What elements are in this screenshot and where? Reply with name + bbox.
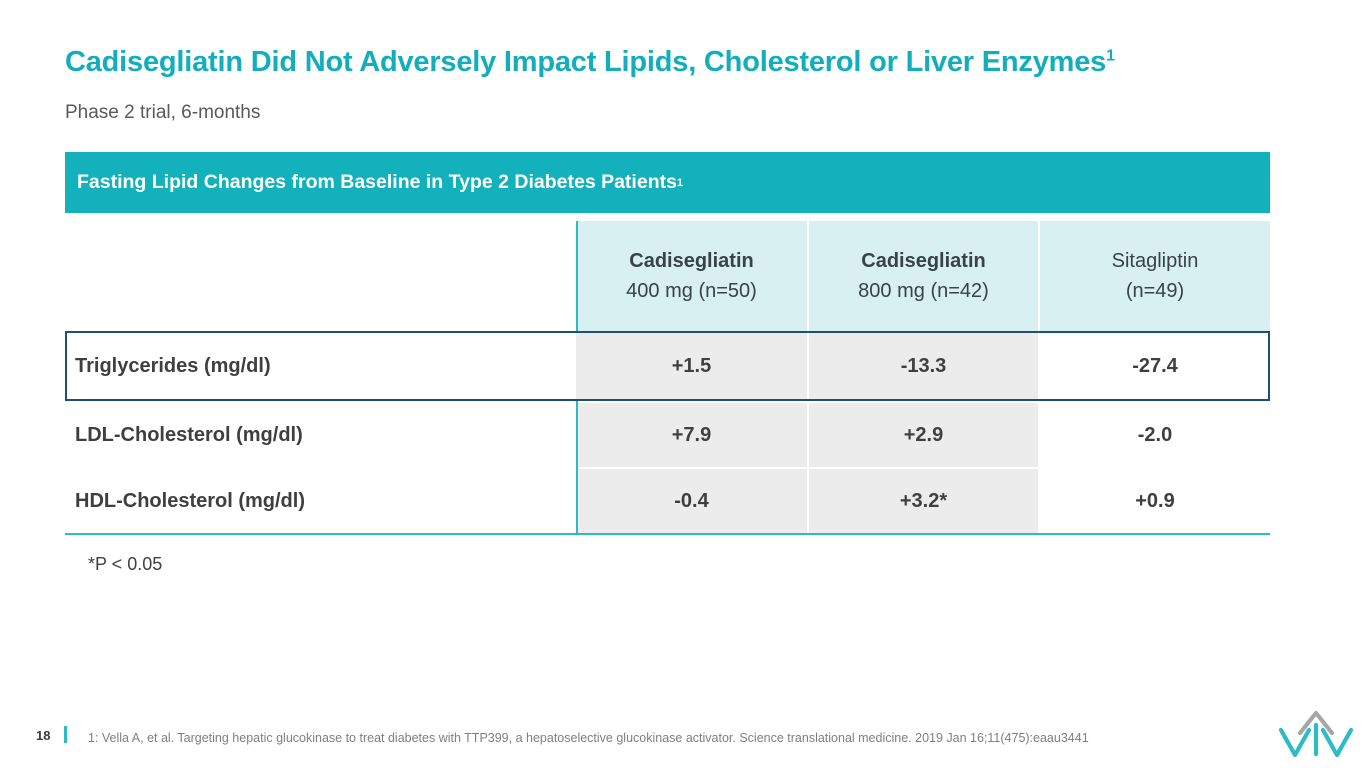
column-header-sitagliptin: Sitagliptin (n=49) — [1040, 221, 1270, 331]
column-header-cadisegliatin-400: Cadisegliatin 400 mg (n=50) — [576, 221, 807, 331]
pvalue-footnote: *P < 0.05 — [88, 554, 163, 574]
table-row-triglycerides-highlighted: Triglycerides (mg/dl) +1.5 -13.3 -27.4 — [65, 331, 1270, 401]
slide-subtitle: Phase 2 trial, 6-months — [65, 102, 261, 123]
logo-left-v — [1278, 727, 1312, 758]
page-title: Cadisegliatin Did Not Adversely Impact L… — [65, 46, 1115, 79]
column-header-drug-name: Cadisegliatin — [629, 250, 754, 272]
page-number: 18 — [36, 728, 51, 743]
vtv-logo — [1278, 708, 1358, 760]
table-cell: +2.9 — [809, 403, 1038, 467]
table-cell: -2.0 — [1040, 403, 1270, 467]
table-row-hdl: HDL-Cholesterol (mg/dl) -0.4 +3.2* +0.9 — [65, 469, 1270, 533]
table-cell: -27.4 — [1040, 331, 1270, 401]
table-row-ldl: LDL-Cholesterol (mg/dl) +7.9 +2.9 -2.0 — [65, 403, 1270, 467]
column-header-dose-n: 800 mg (n=42) — [858, 280, 989, 302]
lipid-changes-table: Fasting Lipid Changes from Baseline in T… — [65, 152, 1270, 535]
row-label: HDL-Cholesterol (mg/dl) — [65, 469, 576, 533]
row-label: Triglycerides (mg/dl) — [65, 331, 576, 401]
row-label-column-spacer — [65, 221, 576, 331]
table-cell: -13.3 — [809, 331, 1038, 401]
vtv-logo-icon — [1278, 710, 1354, 758]
table-column-headers: Cadisegliatin 400 mg (n=50) Cadisegliati… — [65, 221, 1270, 331]
column-header-drug-name: Cadisegliatin — [861, 250, 986, 272]
table-cell: +0.9 — [1040, 469, 1270, 533]
logo-gray-caret — [1297, 710, 1335, 736]
column-header-dose-n: 400 mg (n=50) — [626, 280, 757, 302]
column-header-dose-n: (n=49) — [1125, 280, 1185, 302]
logo-right-v — [1320, 727, 1354, 758]
footer-divider-bar — [64, 726, 67, 743]
table-cell: +3.2* — [809, 469, 1038, 533]
table-title-bar: Fasting Lipid Changes from Baseline in T… — [65, 152, 1270, 213]
table-cell: +1.5 — [576, 331, 807, 401]
reference-citation: 1: Vella A, et al. Targeting hepatic glu… — [88, 731, 1089, 745]
table-cell: -0.4 — [576, 469, 807, 533]
column-header-cadisegliatin-800: Cadisegliatin 800 mg (n=42) — [809, 221, 1038, 331]
row-label: LDL-Cholesterol (mg/dl) — [65, 403, 576, 467]
table-bottom-border — [65, 533, 1270, 535]
column-header-drug-name: Sitagliptin — [1111, 250, 1199, 272]
title-footnote-ref: 1 — [1106, 47, 1115, 65]
table-title-text: Fasting Lipid Changes from Baseline in T… — [77, 171, 677, 193]
page-title-text: Cadisegliatin Did Not Adversely Impact L… — [65, 46, 1107, 78]
table-cell: +7.9 — [576, 403, 807, 467]
